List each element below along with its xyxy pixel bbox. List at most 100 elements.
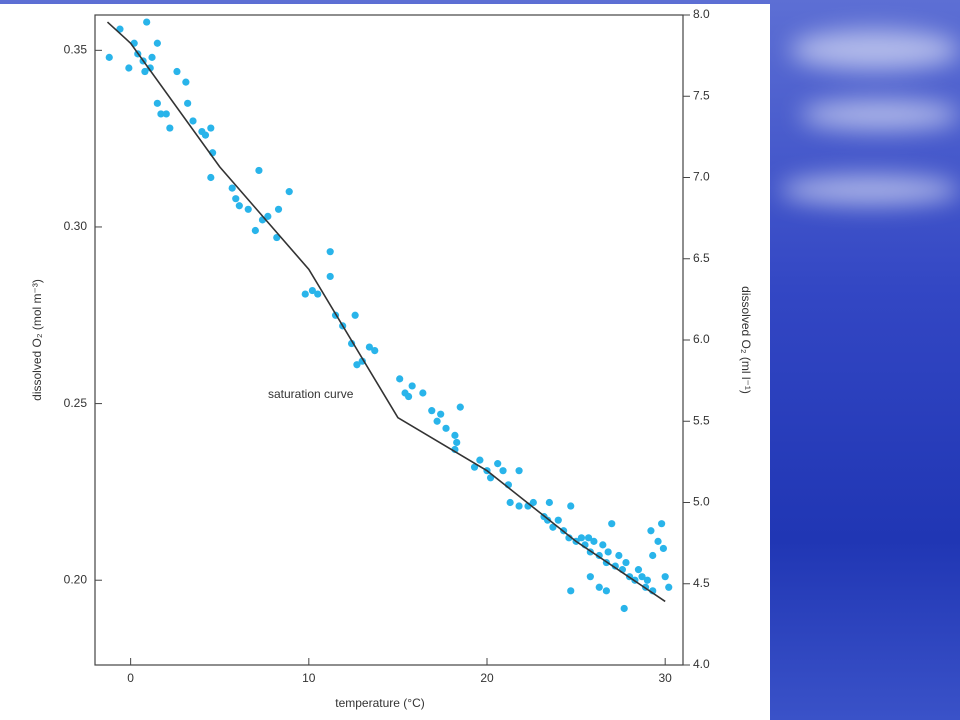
data-point <box>451 431 459 439</box>
y2-tick-label: 5.0 <box>693 495 710 509</box>
saturation-curve <box>106 21 666 603</box>
data-point <box>408 382 416 390</box>
data-point <box>577 534 586 542</box>
data-point <box>201 131 210 139</box>
data-point <box>599 541 607 549</box>
data-point <box>634 566 643 574</box>
data-point <box>515 502 523 510</box>
chart-panel <box>0 4 770 720</box>
data-point <box>433 417 441 425</box>
data-point <box>554 516 562 524</box>
data-point <box>146 64 154 72</box>
data-point <box>182 78 190 86</box>
data-point <box>567 502 575 510</box>
data-point <box>604 548 612 556</box>
data-point <box>347 339 356 348</box>
data-point <box>567 587 575 595</box>
data-point <box>207 124 215 132</box>
y2-tick-label: 7.5 <box>693 88 710 102</box>
y2-tick-label: 5.5 <box>693 413 710 427</box>
data-point <box>153 99 161 107</box>
data-point <box>285 188 293 196</box>
y2-tick-label: 7.0 <box>693 170 710 184</box>
data-point <box>105 53 113 61</box>
data-point <box>659 544 668 553</box>
data-point <box>529 498 537 507</box>
data-point <box>602 587 610 595</box>
data-point <box>301 290 309 298</box>
cloud <box>800 100 960 130</box>
data-point <box>326 248 334 256</box>
plot-frame <box>94 14 684 666</box>
data-point <box>365 343 373 351</box>
x-axis-label: temperature (°C) <box>335 696 425 710</box>
data-point <box>308 286 316 295</box>
data-point <box>428 407 436 415</box>
data-point <box>358 357 366 365</box>
data-point <box>453 438 461 447</box>
y-axis-label: dissolved O₂ (mol m⁻³) <box>30 279 44 401</box>
data-point <box>622 558 630 567</box>
data-point <box>595 583 603 591</box>
data-point <box>235 202 243 210</box>
data-point <box>173 67 181 76</box>
data-point <box>654 537 662 545</box>
data-point <box>148 53 156 61</box>
data-point <box>353 361 361 369</box>
data-point <box>515 467 523 475</box>
data-point <box>405 392 413 401</box>
y-tick-label: 0.30 <box>64 219 88 233</box>
y-tick-label: 0.25 <box>64 396 88 410</box>
y2-tick-label: 4.5 <box>693 576 710 590</box>
x-tick-label: 20 <box>480 671 494 685</box>
data-point <box>586 573 594 581</box>
y2-tick-label: 6.5 <box>693 251 710 265</box>
data-point <box>638 573 646 581</box>
data-point <box>314 290 322 298</box>
y2-tick-label: 4.0 <box>693 657 710 671</box>
data-point <box>141 67 149 76</box>
data-point <box>207 173 215 182</box>
data-point <box>499 467 507 475</box>
data-point <box>647 527 655 535</box>
y-tick-label: 0.35 <box>64 42 88 56</box>
data-point <box>437 410 445 418</box>
data-point <box>611 562 619 570</box>
data-point <box>658 520 666 528</box>
data-point <box>615 551 623 560</box>
data-point <box>545 498 553 507</box>
data-point <box>232 195 240 203</box>
annotation: saturation curve <box>268 387 354 401</box>
x-tick-label: 30 <box>659 671 673 685</box>
y2-tick-label: 8.0 <box>693 7 710 21</box>
data-point <box>244 205 252 213</box>
data-point <box>665 583 673 591</box>
data-point <box>326 272 334 281</box>
data-point <box>543 516 552 524</box>
data-point <box>608 520 616 528</box>
data-point <box>153 39 161 47</box>
data-point <box>590 537 598 545</box>
data-point <box>470 463 479 471</box>
data-point <box>162 110 170 118</box>
data-point <box>228 184 236 192</box>
data-point <box>166 124 174 132</box>
data-point <box>494 460 502 468</box>
data-point <box>396 375 404 383</box>
cloud <box>790 30 960 70</box>
data-point <box>143 18 151 26</box>
data-point <box>456 403 464 411</box>
y2-tick-label: 6.0 <box>693 332 710 346</box>
data-point <box>157 110 165 118</box>
data-point <box>476 456 484 464</box>
data-point <box>565 534 573 542</box>
data-point <box>255 166 263 175</box>
data-point <box>442 424 450 432</box>
x-tick-label: 0 <box>127 671 134 685</box>
y2-axis-label: dissolved O₂ (ml l⁻¹) <box>739 286 753 394</box>
data-point <box>649 551 657 560</box>
data-point <box>351 311 359 319</box>
data-point <box>371 346 379 355</box>
data-point <box>419 389 427 397</box>
